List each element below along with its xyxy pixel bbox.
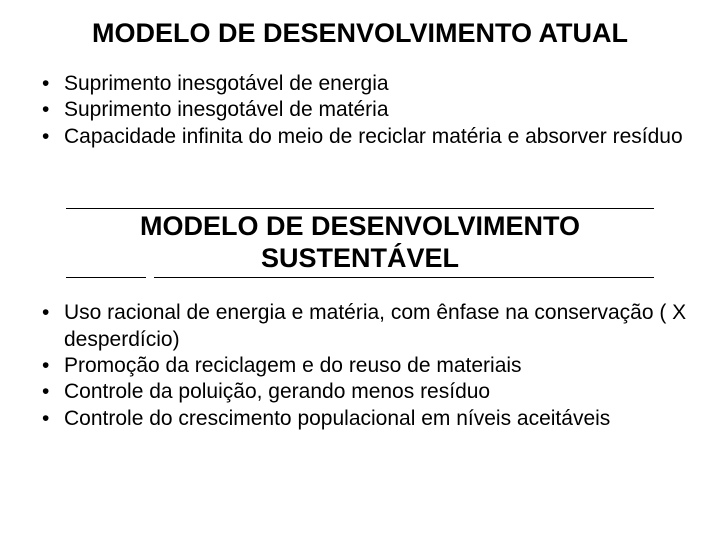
heading-sustainable-wrap: MODELO DE DESENVOLVIMENTO SUSTENTÁVEL	[20, 208, 700, 278]
list-item: Controle do crescimento populacional em …	[42, 406, 700, 432]
list-item: Suprimento inesgotável de matéria	[42, 97, 700, 123]
list-sustainable-model: Uso racional de energia e matéria, com ê…	[20, 300, 700, 432]
list-item: Uso racional de energia e matéria, com ê…	[42, 300, 700, 353]
heading-current-model: MODELO DE DESENVOLVIMENTO ATUAL	[20, 18, 700, 49]
divider-bottom	[66, 277, 654, 278]
list-current-model: Suprimento inesgotável de energia Suprim…	[20, 71, 700, 150]
list-item: Controle da poluição, gerando menos resí…	[42, 379, 700, 405]
list-item: Promoção da reciclagem e do reuso de mat…	[42, 353, 700, 379]
list-item: Capacidade infinita do meio de reciclar …	[42, 124, 700, 150]
heading-sustainable-model: MODELO DE DESENVOLVIMENTO SUSTENTÁVEL	[66, 209, 654, 277]
list-item: Suprimento inesgotável de energia	[42, 71, 700, 97]
